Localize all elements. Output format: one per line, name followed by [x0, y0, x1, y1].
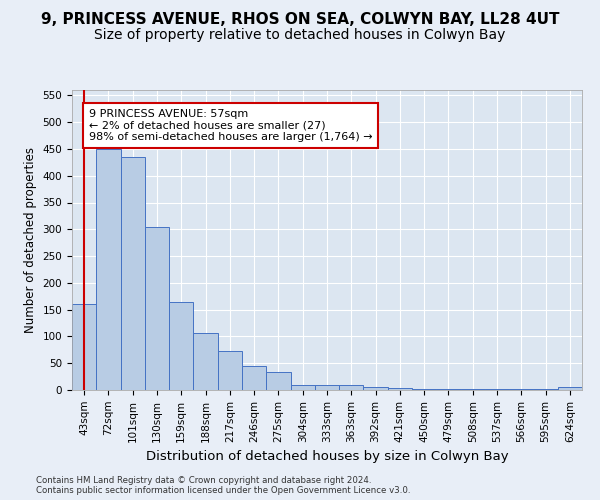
Bar — [436, 389, 461, 390]
Bar — [315, 384, 339, 390]
Bar — [266, 372, 290, 390]
Bar — [145, 226, 169, 390]
Bar — [218, 351, 242, 390]
Y-axis label: Number of detached properties: Number of detached properties — [24, 147, 37, 333]
Bar — [558, 388, 582, 390]
Text: Contains HM Land Registry data © Crown copyright and database right 2024.
Contai: Contains HM Land Registry data © Crown c… — [36, 476, 410, 495]
Bar — [169, 302, 193, 390]
Bar — [96, 149, 121, 390]
Bar — [193, 332, 218, 390]
X-axis label: Distribution of detached houses by size in Colwyn Bay: Distribution of detached houses by size … — [146, 450, 508, 463]
Text: Size of property relative to detached houses in Colwyn Bay: Size of property relative to detached ho… — [94, 28, 506, 42]
Bar — [412, 389, 436, 390]
Bar — [121, 157, 145, 390]
Bar — [339, 384, 364, 390]
Bar — [364, 388, 388, 390]
Bar — [388, 388, 412, 390]
Bar — [242, 366, 266, 390]
Bar — [72, 304, 96, 390]
Text: 9, PRINCESS AVENUE, RHOS ON SEA, COLWYN BAY, LL28 4UT: 9, PRINCESS AVENUE, RHOS ON SEA, COLWYN … — [41, 12, 559, 28]
Bar — [290, 384, 315, 390]
Text: 9 PRINCESS AVENUE: 57sqm
← 2% of detached houses are smaller (27)
98% of semi-de: 9 PRINCESS AVENUE: 57sqm ← 2% of detache… — [89, 109, 372, 142]
